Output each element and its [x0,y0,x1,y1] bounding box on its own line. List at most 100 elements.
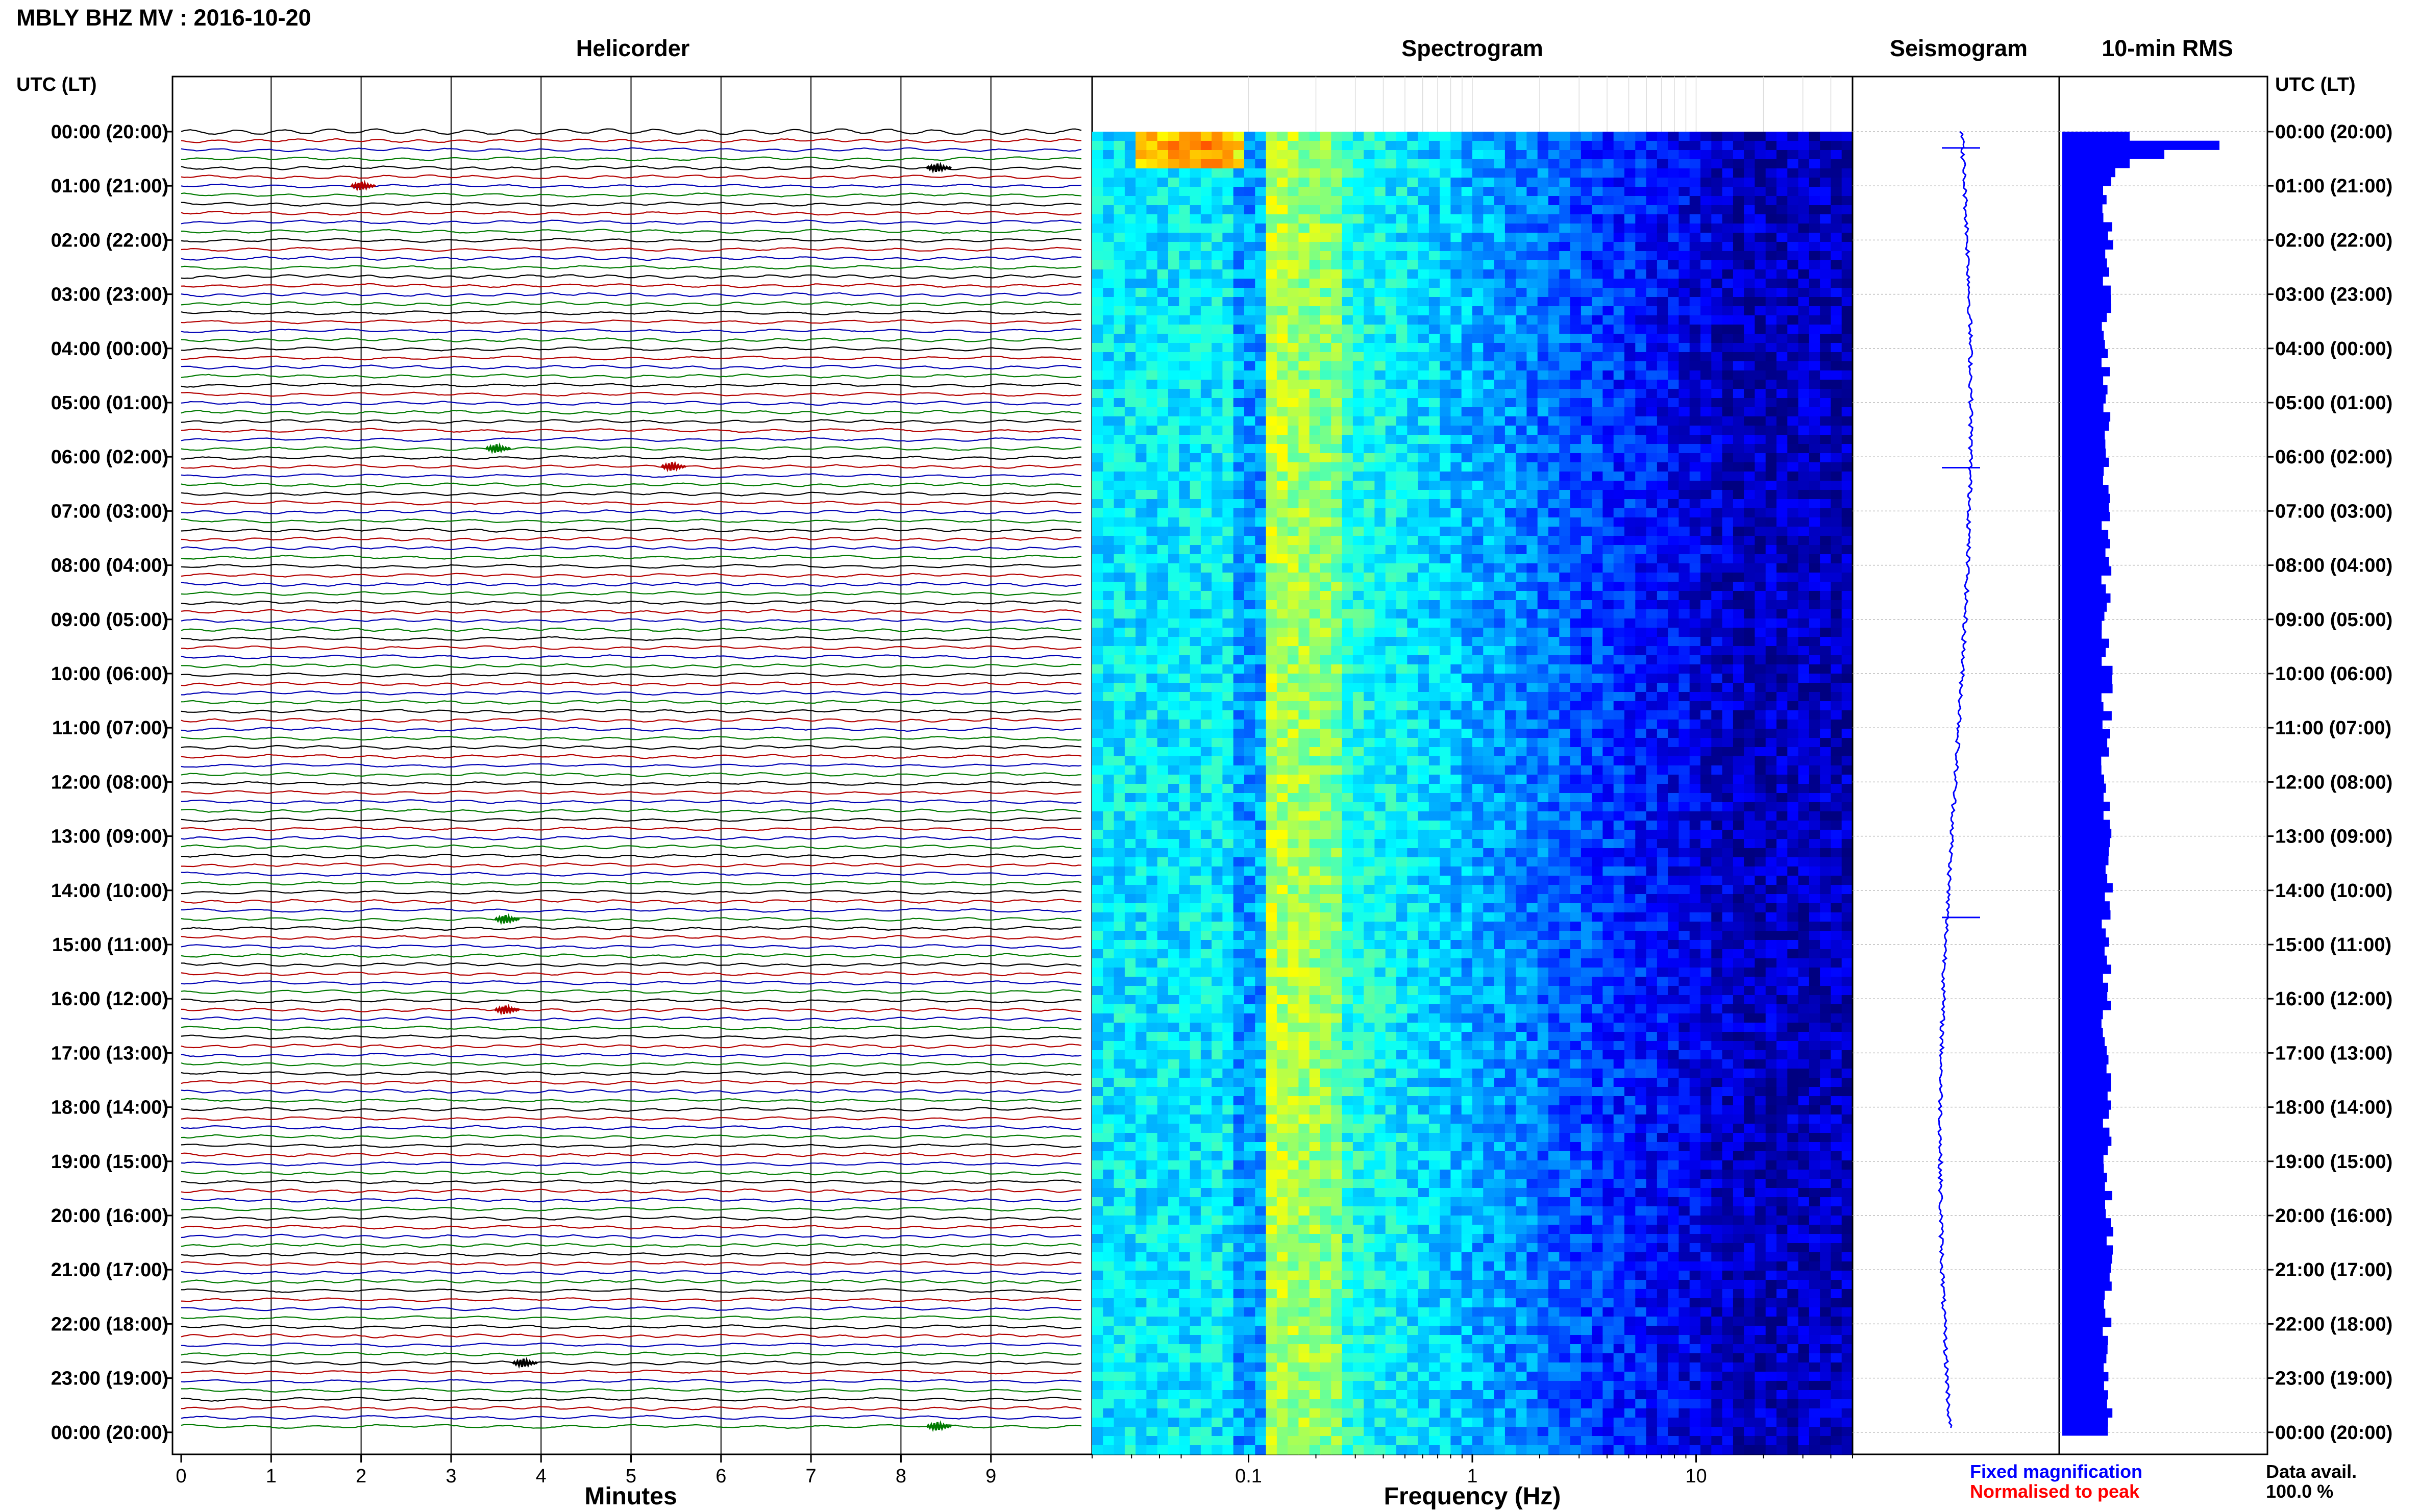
spectrogram-cell [1374,370,1386,380]
spectrogram-cell [1385,260,1397,270]
spectrogram-cell [1288,582,1299,591]
spectrogram-cell [1765,389,1777,399]
spectrogram-cell [1288,159,1299,169]
spectrogram-cell [1657,306,1668,316]
spectrogram-cell [1298,426,1310,435]
spectrogram-cell [1212,196,1223,206]
spectrogram-cell [1114,251,1125,261]
spectrogram-cell [1483,481,1495,490]
spectrogram-cell [1092,168,1103,178]
spectrogram-cell [1668,178,1679,187]
spectrogram-cell [1657,453,1668,463]
spectrogram-cell [1504,508,1516,518]
spectrogram-cell [1288,646,1299,656]
spectrogram-cell [1364,426,1375,435]
spectrogram-cell [1668,224,1679,233]
spectrogram-cell [1320,462,1331,472]
spectrogram-cell [1765,370,1777,380]
spectrogram-cell [1364,343,1375,353]
spectrogram-cell [1526,628,1538,637]
spectrogram-cell [1407,196,1419,206]
spectrogram-cell [1526,196,1538,206]
spectrogram-cell [1450,251,1462,261]
spectrogram-cell [1526,591,1538,601]
spectrogram-cell [1212,205,1223,215]
spectrogram-cell [1276,297,1288,307]
spectrogram-cell [1504,242,1516,252]
spectrogram-cell [1504,628,1516,637]
spectrogram-cell [1602,729,1614,738]
spectrogram-cell [1298,756,1310,766]
spectrogram-cell [1276,618,1288,628]
spectrogram-cell [1613,517,1625,527]
spectrogram-cell [1190,269,1201,279]
spectrogram-cell [1266,618,1277,628]
spectrogram-cell [1700,582,1712,591]
spectrogram-cell [1212,710,1223,720]
spectrogram-cell [1309,591,1321,601]
spectrogram-cell [1233,582,1245,591]
spectrogram-cell [1744,398,1755,408]
spectrogram-cell [1679,738,1690,748]
spectrogram-cell [1668,600,1679,610]
spectrogram-cell [1385,582,1397,591]
spectrogram-cell [1483,720,1495,729]
spectrogram-cell [1298,260,1310,270]
spectrogram-cell [1114,573,1125,582]
spectrogram-cell [1711,729,1723,738]
spectrogram-cell [1700,196,1712,206]
spectrogram-cell [1548,527,1560,536]
spectrogram-cell [1428,710,1440,720]
spectrogram-cell [1494,517,1505,527]
spectrogram-cell [1504,545,1516,555]
spectrogram-cell [1364,453,1375,463]
spectrogram-cell [1679,664,1690,674]
spectrogram-cell [1157,168,1169,178]
spectrogram-cell [1744,224,1755,233]
spectrogram-cell [1233,444,1245,454]
spectrogram-cell [1613,315,1625,325]
spectrogram-cell [1494,554,1505,564]
spectrogram-cell [1537,288,1549,298]
spectrogram-cell [1733,426,1744,435]
spectrogram-cell [1212,591,1223,601]
spectrogram-cell [1483,233,1495,242]
spectrogram-cell [1190,398,1201,408]
spectrogram-cell [1092,416,1103,426]
spectrogram-cell [1635,637,1647,647]
spectrogram-cell [1755,462,1766,472]
spectrogram-cell [1440,426,1451,435]
spectrogram-cell [1592,674,1603,683]
spectrogram-cell [1342,462,1353,472]
spectrogram-cell [1450,141,1462,151]
spectrogram-cell [1244,609,1255,619]
spectrogram-cell [1212,499,1223,509]
spectrogram-cell [1646,288,1658,298]
spectrogram-cell [1200,573,1212,582]
spectrogram-cell [1222,563,1234,573]
spectrogram-cell [1396,288,1408,298]
spectrogram-cell [1124,729,1136,738]
spectrogram-cell [1798,701,1810,711]
spectrogram-cell [1461,297,1473,307]
spectrogram-cell [1483,536,1495,546]
spectrogram-cell [1461,187,1473,196]
spectrogram-cell [1212,288,1223,298]
spectrogram-cell [1309,692,1321,702]
spectrogram-cell [1494,269,1505,279]
spectrogram-cell [1450,591,1462,601]
spectrogram-cell [1396,251,1408,261]
spectrogram-cell [1602,756,1614,766]
spectrogram-cell [1255,472,1267,481]
spectrogram-cell [1168,646,1179,656]
spectrogram-cell [1331,352,1343,362]
spectrogram-cell [1592,150,1603,160]
spectrogram-cell [1570,288,1582,298]
spectrogram-cell [1668,306,1679,316]
spectrogram-cell [1298,279,1310,288]
spectrogram-cell [1266,343,1277,353]
helicorder-trace [181,1044,1082,1049]
spectrogram-cell [1396,233,1408,242]
spectrogram-cell [1820,288,1831,298]
spectrogram-cell [1526,701,1538,711]
